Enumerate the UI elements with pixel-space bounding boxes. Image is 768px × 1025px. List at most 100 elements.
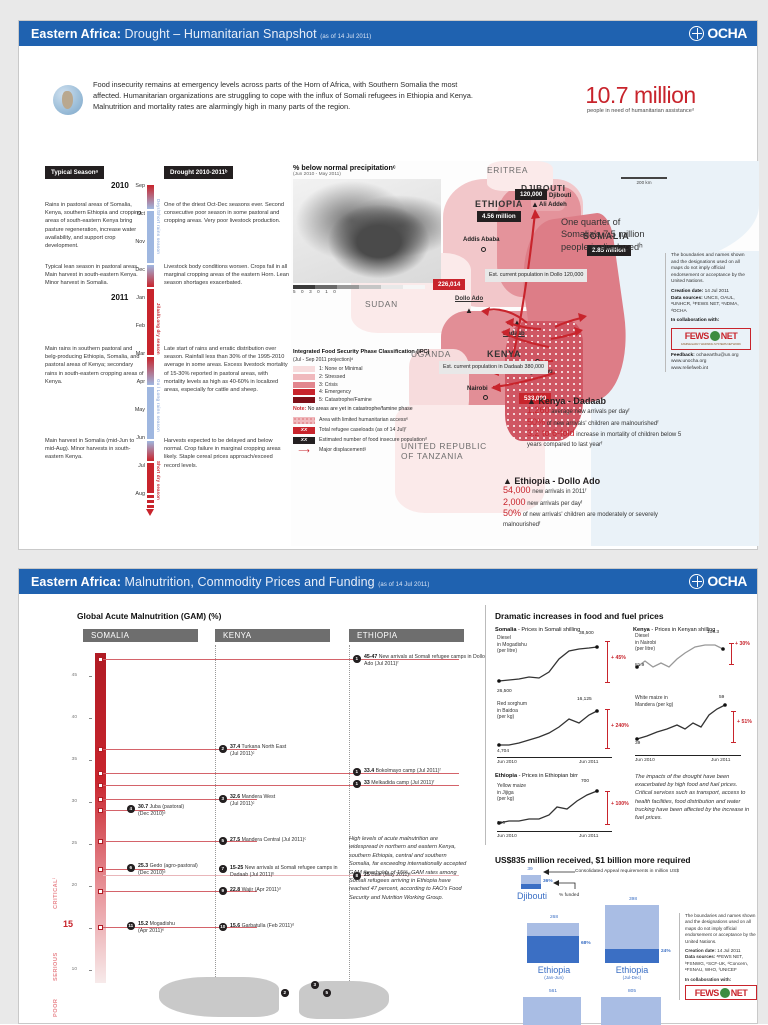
timeline-arrow-icon [146,509,154,516]
category-kenya: KENYA [215,629,330,642]
gam-zone-poor: POOR [53,998,59,1017]
drought-text-4: Harvests expected to be delayed and belo… [164,438,281,469]
ipc-key-limited-access: Area with limited humanitarian accessᵉ [293,416,435,424]
gam-marker-334 [97,771,103,776]
funding-bar-djibouti [521,875,541,889]
food-insecure-icon: XX [293,436,315,444]
panel1-feedback-value[interactable]: ochaearthu@un.org [696,352,739,358]
funding-value-ethiopia-2: 398 [628,897,637,902]
ipc-swatch-2 [293,374,315,380]
panel2-creation-value: 14 Jul 2011 [717,948,741,954]
camp-label-dollo-ado: Dollo Ado [455,296,484,302]
map-label-uganda: UGANDA [411,349,452,359]
gam-tickmark-25 [89,844,92,845]
panel2-disclaimer: The boundaries and names shown and the d… [685,913,756,944]
timeline-bar-5 [147,357,154,385]
kenya-prices-group: Kenya - Prices in Kenyan shilling [633,627,768,633]
gam-marker-253 [97,867,103,872]
somalia-prices-heading: Somalia - Prices in Somali shilling [495,627,581,633]
kenya-diesel-change: + 30% [735,641,750,647]
panel1-sources-value: UNCS, OAUL, ᵃUNHCR, ᵇFEWS NET, ᶜNDMA, ᵈO… [671,295,739,314]
panel1-web-1[interactable]: www.unocha.org [671,359,707,365]
ipc-label-3: 3: Crisis [319,381,338,388]
fews-tagline: FAMINE EARLY WARNING SYSTEMS NETWORK [681,341,741,346]
gam-line-275 [103,841,257,842]
ethiopia-maize-label: Yellow maize in Jijiga (per kg) [497,783,526,803]
timeline-bar-8 [147,463,154,493]
funding-sub-ethiopia-1: (Jan-Jun) [544,975,564,980]
gam-line-45 [103,659,459,660]
gam-chart: 45 40 35 30 25 20 15 10 CRITICALⁱ SERIOU… [53,645,487,1017]
gam-tickmark-10 [89,970,92,971]
kenya-diesel-change-bar [729,643,734,665]
gam-label-dollo-arrivals: 45-47 45-47 New arrivals at Somali refug… [364,654,485,668]
ipc-class-1: 1: None or Minimal [293,366,435,373]
somalia-diesel-end: 38,500 [579,631,594,636]
panel1-web-2[interactable]: www.reliefweb.int [671,365,709,371]
gam-line-250 [103,875,459,876]
gam-bullet-melkadida: 1 [353,780,361,788]
panel1-creation-label: Creation date: [671,288,704,294]
city-label-djibouti: Djibouti [549,193,572,199]
ipc-key-text-1: Area with limited humanitarian accessᵉ [319,416,409,423]
ethiopia-dollo-line-2: 2,000 new arrivals per dayᶠ [503,496,583,507]
somalia-price-axis [497,757,612,758]
somalia-sorghum-start: 4,704 [497,749,510,754]
panel2-title: Eastern Africa: Malnutrition, Commodity … [31,575,429,589]
spark-kenya-diesel [635,637,735,681]
fews-globe-icon-2 [719,988,730,999]
typical-text-1: Rains in pastoral areas of Somalia, Keny… [45,202,142,250]
gam-label-mogadishu: 15.2 Mogadishu (Apr 2011)ᵉ [138,921,175,935]
gam-tickmark-45 [89,676,92,677]
gam-zone-serious: SERIOUS [53,952,59,981]
ipc-key-refugee-caseload: XX Total refugee caseloads (as of 14 Jul… [293,426,435,434]
gam-bullet-juba: 4 [127,805,135,813]
un-globe-icon [689,25,705,41]
gam-line-33 [103,785,459,786]
kenya-diesel-end: 106.3 [707,630,720,635]
somalia-diesel-change-bar [605,641,610,683]
gam-tickmark-30 [89,802,92,803]
typical-text-4: Main harvest in Somalia (mid-Jun to mid-… [45,438,135,461]
spark-ethiopia-maize [497,785,609,831]
timeline-phase-shortdry: Short dry season [156,461,161,501]
timeline-month-feb: Feb [135,323,145,329]
city-dot-nairobi [483,395,488,400]
drought-map[interactable]: % below normal precipitationᶜ (Jun 2010 … [291,161,759,546]
gam-label-bokolmayo: 33.4 Bokolmayo camp (Jul 2011)ᶠ [364,768,441,774]
precipitation-inset: % below normal precipitationᶜ (Jun 2010 … [293,163,443,294]
ipc-key-text-4: Major displacementᵍ [319,446,366,453]
gam-marker-374 [97,747,103,752]
gam-bullet-mandera-west: 3 [219,795,227,803]
panel-drought-snapshot: Eastern Africa: Drought – Humanitarian S… [18,20,759,550]
panel1-title-bold: Eastern Africa: [31,27,121,41]
gam-bullet-garbatulla: 10 [219,923,227,931]
drought-column: Drought 2010-2011ᵇ One of the driest Oct… [164,166,289,470]
gam-bullet-mogadishu: 11 [127,922,135,930]
ethiopia-axis-year-start: Jun 2010 [497,834,517,839]
kenya-diesel-start: 81.9 [635,663,645,668]
timeline-month-nov: Nov [135,239,145,245]
funding-name-djibouti: Djibouti [516,891,547,901]
kenya-maize-change-bar [731,711,736,743]
gam-tickmark-40 [89,718,92,719]
tag-refugee-caseload-kenya: 533,000 [519,393,552,404]
un-globe-icon-2 [689,573,705,589]
gam-zone-critical: CRITICALⁱ [53,877,59,909]
category-somalia: SOMALIA [83,629,198,642]
gam-label-turkana: 37.4 Turkana North East (Jul 2011)ᶜ [230,744,287,758]
ethiopia-dollo-line-3: 50% of new arrivals' children are modera… [503,508,658,528]
gam-tick-25: 25 [71,841,77,846]
kenya-dadaab-title: ▲ Kenya - Dadaab [527,396,606,406]
ipc-class-5: 5: Catastrophe/Famine [293,396,435,403]
spark-kenya-maize [635,699,735,747]
gam-reference-map: 2 3 5 [139,967,439,1025]
gam-footnote: High levels of acute malnutrition are wi… [349,836,467,901]
camp-marker-ali-addeh: ▲ [531,200,539,209]
map-label-somalia: SOMALIA [583,231,630,241]
timeline-bar-2 [147,211,154,263]
timeline-month-may: May [134,407,145,413]
tag-djibouti-food-insecure: 120,000 [515,189,548,200]
gam-bullet-turkana: 2 [219,745,227,753]
panel2-creation-label: Creation date: [685,948,716,954]
